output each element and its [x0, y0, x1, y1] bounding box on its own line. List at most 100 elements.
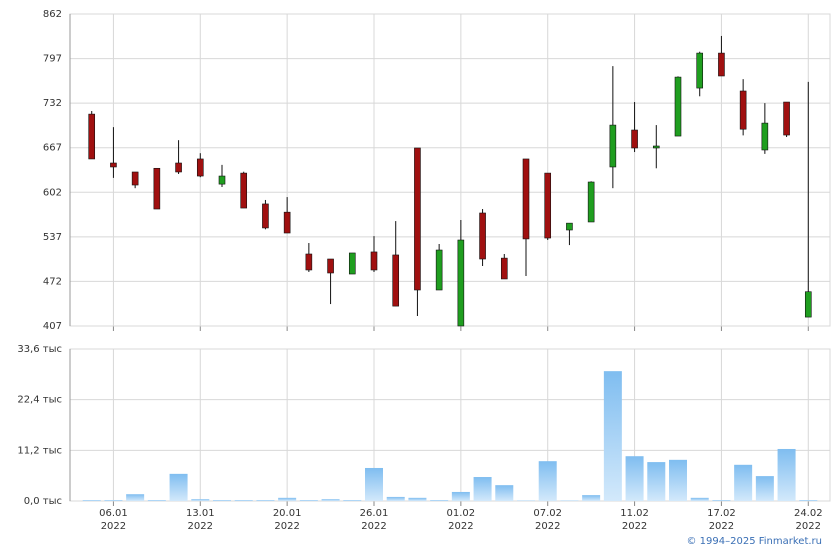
volume-bar — [755, 476, 774, 501]
volume-bar — [473, 477, 492, 501]
x-tick-year: 2022 — [361, 521, 386, 532]
x-tick-label: 24.02 — [794, 508, 823, 519]
x-tick-label: 11.02 — [620, 508, 649, 519]
candle-body — [110, 162, 117, 168]
volume-bar — [147, 500, 166, 501]
candle-body — [153, 167, 161, 210]
volume-bar — [343, 500, 362, 501]
x-tick-year: 2022 — [448, 521, 473, 532]
y-tick-label: 22,4 тыс — [17, 395, 62, 406]
x-tick-label: 06.01 — [99, 508, 128, 519]
candle-body — [348, 252, 356, 275]
volume-bar — [625, 456, 644, 501]
candle-body — [609, 124, 617, 168]
volume-bar — [278, 497, 297, 501]
x-tick-year: 2022 — [796, 521, 821, 532]
candle-body — [283, 211, 291, 234]
volume-bar — [451, 491, 470, 501]
x-tick-label: 13.01 — [186, 508, 215, 519]
x-tick-year: 2022 — [709, 521, 734, 532]
footer: © 1994–2025 Finmarket.ru — [686, 536, 822, 547]
candle-body — [761, 122, 769, 151]
x-tick-year: 2022 — [274, 521, 299, 532]
x-tick-label: 01.02 — [447, 508, 476, 519]
volume-bar — [256, 500, 275, 501]
x-tick-label: 07.02 — [533, 508, 562, 519]
volume-bar — [386, 496, 405, 501]
volume-bar — [712, 500, 731, 501]
volume-bar — [169, 473, 188, 501]
y-tick-label: 537 — [43, 232, 62, 243]
candle-body — [522, 158, 530, 240]
volume-bar — [408, 497, 427, 501]
candle-body — [218, 175, 226, 185]
candle-body — [804, 291, 812, 318]
volume-bar — [234, 500, 253, 501]
y-tick-label: 862 — [43, 9, 62, 20]
candle-body — [370, 251, 378, 271]
x-tick-label: 20.01 — [273, 508, 302, 519]
candle-body — [674, 76, 682, 137]
candle-body — [392, 254, 400, 307]
candle-body — [631, 129, 638, 149]
candle-body — [175, 162, 182, 173]
y-tick-label: 797 — [43, 54, 62, 65]
volume-bar — [777, 448, 796, 501]
candle-body — [414, 147, 421, 291]
candle-body — [305, 253, 313, 271]
y-tick-label: 732 — [43, 98, 62, 109]
volume-bar — [104, 500, 123, 501]
candle-body — [196, 158, 204, 177]
candle-body — [783, 101, 790, 136]
volume-bar — [495, 485, 514, 501]
candle-body — [457, 239, 465, 327]
volume-bar — [603, 371, 622, 501]
candle-body — [566, 222, 573, 231]
volume-bar — [321, 499, 340, 501]
volume-bar — [582, 495, 601, 501]
y-tick-label: 407 — [43, 321, 62, 332]
volume-bar — [213, 500, 231, 501]
volume-bar — [669, 459, 687, 501]
candle-body — [88, 113, 96, 160]
x-tick-year: 2022 — [622, 521, 647, 532]
x-tick-year: 2022 — [535, 521, 560, 532]
y-tick-label: 0,0 тыс — [24, 496, 62, 507]
plot-area — [69, 13, 831, 327]
candle-body — [500, 257, 508, 280]
candle-body — [718, 52, 725, 77]
candle-body — [479, 212, 486, 260]
candle-body — [739, 90, 747, 130]
volume-bar — [365, 467, 383, 501]
volume-bar — [538, 461, 557, 501]
y-tick-label: 33,6 тыс — [17, 344, 62, 355]
candle-body — [327, 258, 334, 274]
candle-body — [240, 172, 248, 209]
candle-body — [544, 172, 552, 239]
y-tick-label: 667 — [43, 143, 62, 154]
volume-bar — [82, 500, 101, 501]
x-tick-label: 17.02 — [707, 508, 736, 519]
candle-body — [435, 249, 443, 291]
volume-bar — [430, 500, 449, 501]
y-tick-label: 602 — [43, 187, 62, 198]
y-tick-label: 472 — [43, 276, 62, 287]
x-tick-year: 2022 — [188, 521, 213, 532]
volume-bar — [299, 500, 318, 501]
candle-body — [652, 145, 660, 149]
volume-bar — [647, 462, 666, 501]
volume-bar — [799, 500, 818, 501]
candle-body — [587, 181, 595, 223]
volume-bar — [126, 494, 145, 501]
candle-body — [696, 52, 704, 89]
volume-bar — [734, 464, 753, 501]
x-tick-year: 2022 — [101, 521, 126, 532]
volume-bar — [690, 497, 709, 501]
x-tick-label: 26.01 — [360, 508, 389, 519]
volume-bar — [191, 499, 210, 501]
y-tick-label: 11,2 тыс — [17, 445, 62, 456]
candle-body — [262, 203, 269, 229]
candle-body — [131, 171, 139, 186]
